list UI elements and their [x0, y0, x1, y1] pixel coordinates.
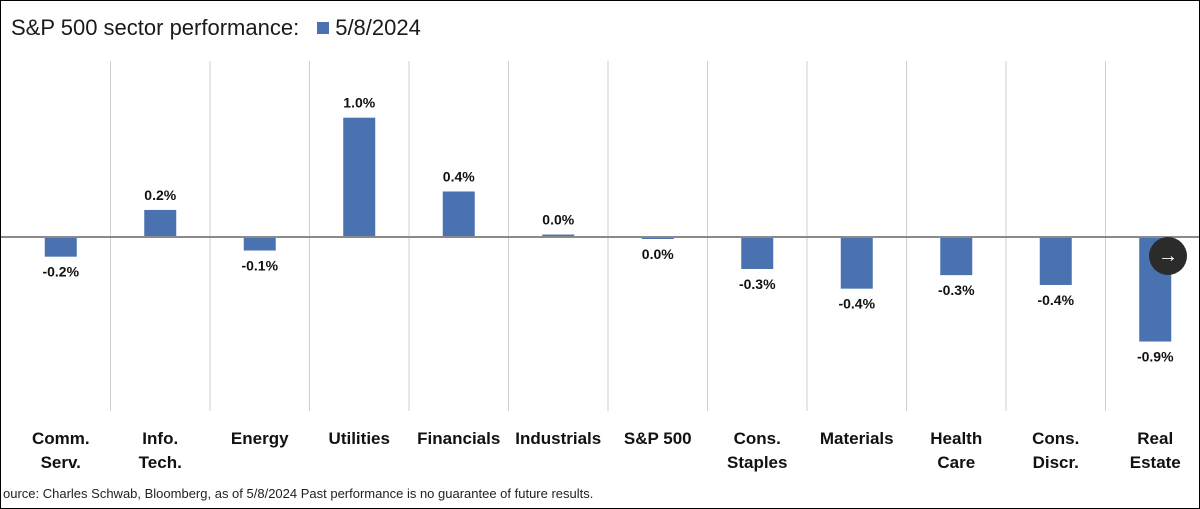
category-label: Energy	[230, 429, 289, 448]
data-label: 0.0%	[642, 246, 674, 262]
category-label: Industrials	[515, 429, 602, 448]
bar	[741, 237, 774, 269]
category-label: Real Estate	[1129, 429, 1181, 472]
category-label: Materials	[819, 429, 894, 448]
data-label: 1.0%	[343, 95, 375, 111]
data-label: 0.4%	[443, 168, 475, 184]
data-label: 0.2%	[144, 187, 176, 203]
category-label: Utilities	[328, 429, 390, 448]
bar	[940, 237, 973, 276]
bar-chart: -0.2% 0.2% -0.1% 1.0% 0.4% 0.0% 0.0% -0.3% -0.4%…	[1, 61, 1199, 411]
bar	[144, 209, 177, 237]
source-note: ource: Charles Schwab, Bloomberg, as of …	[3, 486, 594, 501]
category-label: Financials	[417, 429, 501, 448]
chart-header: S&P 500 sector performance: 5/8/2024	[11, 15, 421, 41]
legend-swatch	[317, 22, 330, 34]
bar	[542, 234, 575, 237]
category-label: S&P 500	[623, 429, 692, 448]
bar	[1039, 237, 1072, 285]
category-label: Cons. Staples	[727, 429, 788, 472]
data-label: -0.1%	[241, 258, 278, 274]
arrow-right-icon: →	[1158, 244, 1178, 267]
data-label: -0.9%	[1137, 349, 1174, 365]
data-label: -0.4%	[1037, 292, 1074, 308]
bar	[243, 237, 276, 251]
legend-label: 5/8/2024	[335, 15, 421, 40]
data-label: 0.0%	[542, 212, 574, 228]
category-label: Cons. Discr.	[1032, 429, 1080, 472]
bar	[840, 237, 873, 289]
data-label: -0.4%	[838, 296, 875, 312]
bar	[442, 191, 475, 237]
next-arrow-button[interactable]: →	[1149, 237, 1187, 275]
bar	[44, 237, 77, 257]
category-label: Health Care	[930, 429, 983, 472]
category-label: Info. Tech.	[138, 429, 182, 472]
data-label: -0.3%	[739, 276, 776, 292]
category-label: Comm. Serv.	[31, 429, 90, 472]
data-label: -0.2%	[42, 264, 79, 280]
chart-title: S&P 500 sector performance:	[11, 15, 300, 40]
data-label: -0.3%	[938, 282, 975, 298]
legend: 5/8/2024	[317, 15, 421, 41]
bar	[343, 117, 376, 237]
